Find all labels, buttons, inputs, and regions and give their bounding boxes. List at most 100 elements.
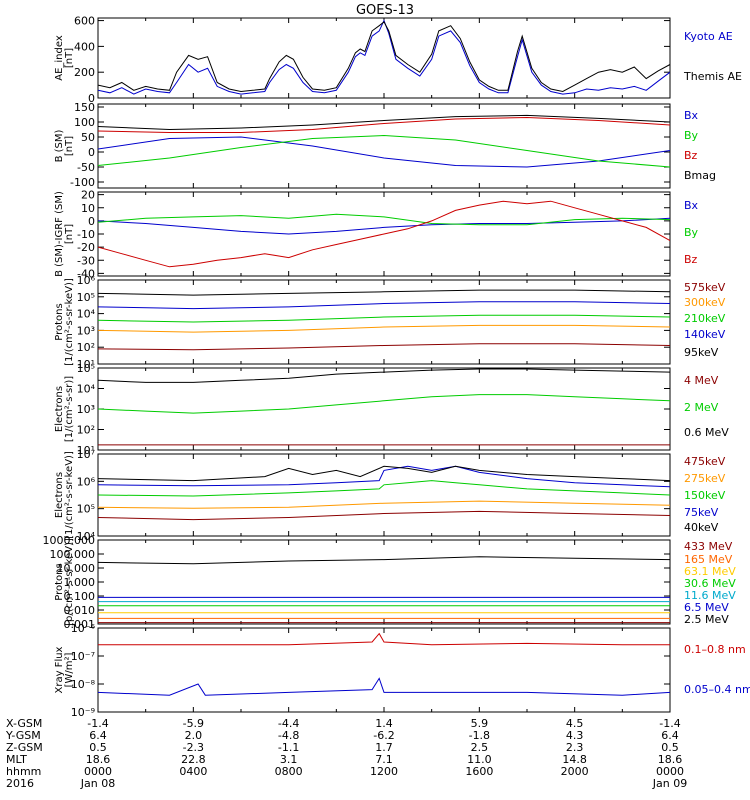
- series-line-kyoto-ae: [98, 19, 670, 95]
- panel-frame: [97, 103, 671, 189]
- series-line-0-05-0-4-nm: [98, 677, 670, 696]
- series-line-bx: [98, 217, 670, 235]
- footer-cell: 5.9: [471, 717, 489, 730]
- series-line-210kev: [98, 314, 670, 323]
- y-tick-label: 20: [81, 189, 95, 202]
- y-axis-label: [p/(cm²-s-sr-keV)]: [64, 538, 75, 626]
- y-tick-label: 10: [81, 202, 95, 215]
- footer-cell: 3.1: [280, 753, 298, 766]
- y-tick-label: 10⁻⁸: [71, 678, 96, 691]
- footer-cell: -1.4: [87, 717, 108, 730]
- footer-cell: 6.4: [661, 729, 679, 742]
- series-line-0-1-0-8-nm: [98, 632, 670, 646]
- legend-entry: 63.1 MeV: [684, 565, 736, 578]
- y-tick-label: 100.000: [50, 548, 96, 561]
- footer-cell: 2.5: [471, 741, 489, 754]
- y-tick-label: 10⁶: [77, 274, 96, 287]
- footer-cell: 1.7: [375, 741, 393, 754]
- footer-cell: -1.1: [278, 741, 299, 754]
- legend-entry: 300keV: [684, 296, 726, 309]
- footer-cell: 0000: [656, 765, 684, 778]
- y-tick-label: 0: [88, 215, 95, 228]
- panel-protons1: 10¹ 10² 10³ 10⁴ 10⁵ 10⁶ Protons [1/(cm²-s-sr-ke…: [54, 274, 726, 371]
- series-line-140kev: [98, 301, 670, 310]
- y-axis-label: [nT]: [64, 48, 75, 68]
- legend-entry: By: [684, 226, 699, 239]
- y-tick-label: 10⁴: [77, 530, 96, 543]
- legend-entry: 40keV: [684, 521, 719, 534]
- y-tick-label: 10³: [77, 403, 95, 416]
- legend-entry: 165 MeV: [684, 553, 733, 566]
- footer-cell: 18.6: [658, 753, 683, 766]
- y-tick-label: 0: [88, 92, 95, 105]
- legend-entry: Bx: [684, 109, 699, 122]
- y-tick-label: 0.010: [64, 604, 96, 617]
- panel-b: -100 -50 0 50 100 150 B (SM) [nT] Bx By Bz Bmag: [54, 101, 716, 189]
- panel-xray: 10⁻⁹ 10⁻⁸ 10⁻⁷ 10⁻⁶ Xray Flux [W/m²] 0.1–0.8 n…: [54, 622, 750, 719]
- footer-cell: -6.2: [373, 729, 394, 742]
- legend-entry: 433 MeV: [684, 540, 733, 553]
- legend-entry: 11.6 MeV: [684, 589, 736, 602]
- y-axis-label: AE_index: [54, 35, 65, 81]
- footer-row-label: X-GSM: [6, 717, 42, 730]
- legend-entry: 4 MeV: [684, 374, 719, 387]
- footer-cell: -1.8: [469, 729, 490, 742]
- y-axis-label: Electrons: [54, 386, 65, 432]
- footer-cell: -2.3: [183, 741, 204, 754]
- footer-cell: -5.9: [183, 717, 204, 730]
- legend-entry: Bmag: [684, 169, 716, 182]
- y-tick-label: 10⁴: [77, 383, 96, 396]
- legend-entry: 210keV: [684, 312, 726, 325]
- legend-entry: 140keV: [684, 328, 726, 341]
- series-line-275kev: [98, 500, 670, 509]
- y-tick-label: 10⁵: [77, 291, 95, 304]
- legend-entry: Kyoto AE: [684, 30, 733, 43]
- footer-cell: Jan 08: [80, 777, 115, 790]
- legend-entry: 2.5 MeV: [684, 613, 729, 626]
- footer-cell: 0.5: [661, 741, 679, 754]
- footer-cell: 0000: [84, 765, 112, 778]
- footer-row-label: Y-GSM: [5, 729, 41, 742]
- footer-cell: 0.5: [89, 741, 107, 754]
- legend-entry: 30.6 MeV: [684, 577, 736, 590]
- footer-cell: 2000: [561, 765, 589, 778]
- panel-frame: [97, 627, 671, 713]
- y-axis-label: [1/(cm²-s-sr)]: [64, 376, 75, 442]
- footer-cell: 7.1: [375, 753, 393, 766]
- panel-frame: [97, 539, 671, 625]
- series-line-bz: [98, 116, 670, 133]
- footer-cell: 1600: [465, 765, 493, 778]
- y-axis-label: Xray Flux: [54, 646, 65, 693]
- y-tick-label: -30: [77, 254, 95, 267]
- legend-entry: 150keV: [684, 489, 726, 502]
- figure-title: GOES-13: [356, 3, 414, 18]
- footer-cell: 0800: [275, 765, 303, 778]
- series-line-by: [98, 213, 670, 226]
- footer-cell: 4.3: [566, 729, 584, 742]
- y-tick-label: 10⁶: [77, 475, 96, 488]
- y-tick-label: 10⁻⁷: [71, 650, 95, 663]
- legend-entry: Bz: [684, 149, 698, 162]
- y-axis-label: B (SM)-IGRF (SM): [54, 191, 65, 277]
- y-axis-label: Electrons: [54, 472, 65, 518]
- y-tick-label: -50: [77, 161, 95, 174]
- footer-cell: 0400: [179, 765, 207, 778]
- footer-cell: 11.0: [467, 753, 492, 766]
- legend-entry: Bz: [684, 253, 698, 266]
- y-tick-label: 10¹: [77, 358, 95, 371]
- panel-frame: [97, 17, 671, 99]
- footer-cell: 2.3: [566, 741, 584, 754]
- series-line-by: [98, 134, 670, 168]
- series-line-95kev: [98, 289, 670, 296]
- panel-electrons2: 10⁴ 10⁵ 10⁶ 10⁷ Electrons [1/(cm²-s-sr-keV)] 4…: [54, 448, 726, 543]
- series-line-150kev: [98, 480, 670, 497]
- series-line-300kev: [98, 324, 670, 333]
- series-line-475kev: [98, 510, 670, 521]
- footer-row-label: Z-GSM: [6, 741, 43, 754]
- legend-entry: 0.1–0.8 nm: [684, 643, 746, 656]
- y-tick-label: 10⁴: [77, 308, 96, 321]
- footer-cell: 2.0: [185, 729, 203, 742]
- y-axis-label: [1/(cm²-s-sr-keV)]: [64, 451, 75, 539]
